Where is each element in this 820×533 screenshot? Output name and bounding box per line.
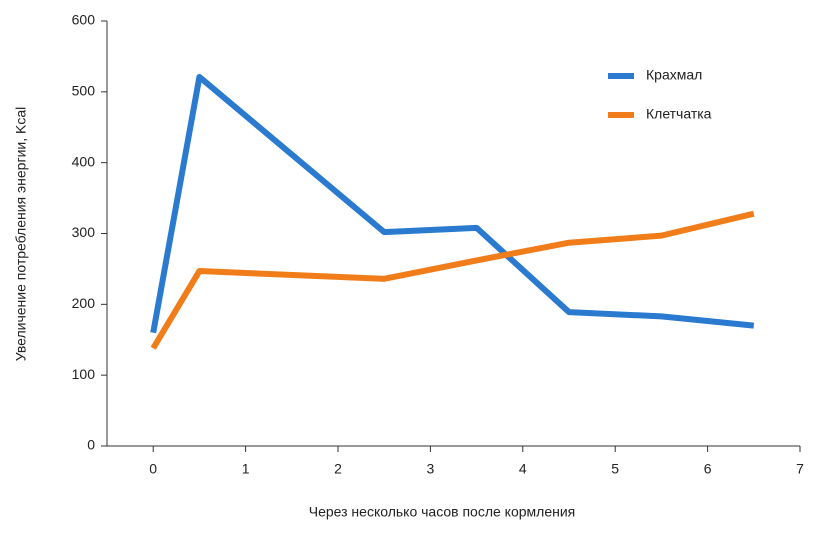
y-tick-label: 200 [72,295,96,311]
x-tick-label: 6 [704,461,712,477]
x-tick-label: 1 [242,461,250,477]
y-tick-label: 500 [72,83,96,99]
legend-label: Клетчатка [646,106,712,122]
x-axis-label: Через несколько часов после кормления [309,504,576,520]
y-tick-label: 300 [72,224,96,240]
x-tick-label: 5 [611,461,619,477]
y-axis-label: Увеличение потребления энергии, Kcal [13,107,29,361]
x-tick-label: 3 [427,461,435,477]
y-tick-label: 400 [72,153,96,169]
x-tick-label: 4 [519,461,527,477]
x-tick-label: 7 [796,461,804,477]
line-series [150,73,755,334]
y-tick-label: 100 [72,366,96,382]
y-tick-label: 600 [72,12,96,28]
legend-label: Крахмал [646,67,702,83]
x-tick-label: 0 [149,461,157,477]
y-tick-label: 0 [87,437,95,453]
line-series [150,210,755,350]
x-tick-label: 2 [334,461,342,477]
